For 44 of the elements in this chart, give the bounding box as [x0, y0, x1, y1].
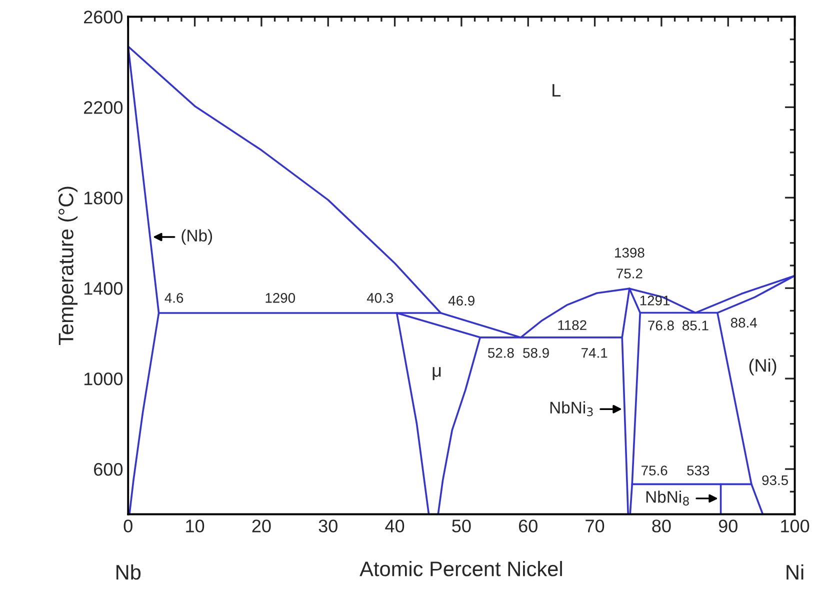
annotation: 88.4: [730, 318, 757, 328]
x-tick-label: 60: [518, 520, 538, 532]
annotation: 52.8: [488, 348, 514, 358]
annotation: (Ni): [749, 358, 776, 376]
annotation: 93.5: [762, 475, 788, 486]
x-axis-title: Atomic Percent Nickel: [360, 560, 562, 576]
annotation: 1182: [558, 320, 586, 330]
annotation: 75.6: [642, 466, 668, 476]
annotation: NbNi$_{3}$: [550, 401, 593, 416]
y-tick-label: 1400: [84, 282, 123, 295]
x-tick-label: 0: [124, 520, 132, 532]
y-tick-label: 1800: [84, 192, 123, 204]
annotation: 1291: [640, 296, 670, 306]
annotation: 1398: [615, 248, 644, 258]
annotation: μ: [432, 367, 441, 380]
annotation: 533: [687, 466, 710, 476]
annotation: 40.3: [366, 293, 394, 303]
text: Ni: [786, 564, 804, 580]
annotation: NbNi$_{8}$: [646, 490, 689, 506]
y-tick-label: 2600: [84, 10, 123, 24]
x-tick-label: 80: [652, 520, 671, 532]
annotation: 1290: [266, 293, 296, 303]
annotation: 74.1: [582, 348, 608, 358]
x-tick-label: 20: [252, 520, 271, 532]
x-tick-label: 100: [781, 520, 810, 532]
annotation: 46.9: [448, 296, 474, 306]
annotation: 75.2: [616, 268, 642, 278]
annotation: 58.9: [523, 348, 549, 358]
x-tick-label: 10: [186, 520, 204, 532]
x-tick-label: 90: [718, 520, 738, 532]
y-axis-title: Temperature (°C): [58, 186, 78, 346]
y-tick-label: 2200: [84, 101, 123, 114]
x-tick-label: 70: [586, 520, 604, 532]
annotation: L: [552, 84, 561, 97]
y-tick-label: 1000: [84, 372, 123, 386]
y-tick-label: 600: [94, 462, 123, 476]
x-tick-label: 30: [318, 520, 338, 532]
annotation: 4.6: [164, 293, 184, 303]
annotation: 85.1: [682, 320, 708, 330]
x-tick-label: 40: [385, 520, 404, 532]
annotation: (Nb): [182, 229, 212, 245]
annotation: 76.8: [648, 320, 674, 330]
x-tick-label: 50: [452, 520, 471, 532]
text: Nb: [116, 564, 141, 580]
